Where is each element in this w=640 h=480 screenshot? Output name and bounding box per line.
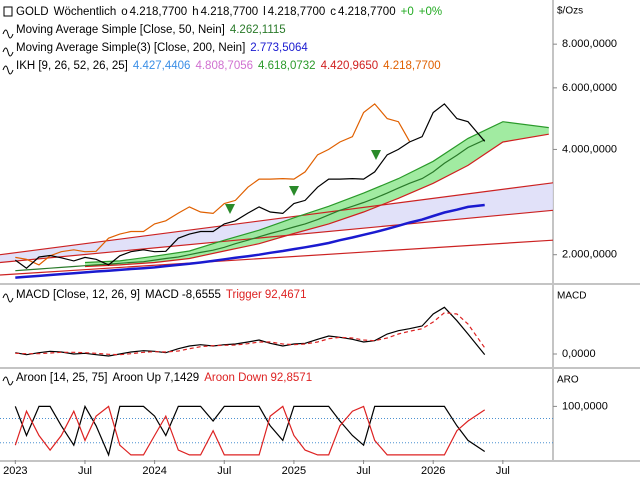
- x-tick-label: Jul: [496, 465, 510, 477]
- legend-value: 92,4671: [264, 289, 307, 301]
- legend-value: 4.618,0732: [258, 60, 316, 72]
- quote-value: 4.218,7700: [267, 6, 326, 18]
- buy-signal: [225, 204, 235, 214]
- legend-line: Aroon [14, 25, 75] Aroon Up 7,1429 Aroon Do…: [16, 371, 317, 385]
- indicator-name: MACD [Close, 12, 26, 9]: [16, 289, 140, 301]
- series-line: [15, 103, 411, 266]
- legend-value: -8,6555: [181, 289, 221, 301]
- axis-title: MACD: [557, 291, 586, 302]
- indicator-icon: [2, 293, 14, 303]
- legend-value: 4.427,4406: [132, 60, 191, 72]
- indicator-name: Aroon [14, 25, 75]: [16, 372, 108, 384]
- series-line: [84, 121, 549, 264]
- y-tick-label: 4.000,0000: [562, 143, 617, 155]
- change-pct: +0%: [418, 6, 443, 18]
- legend-name: IKH [9, 26, 52, 26, 25]: [16, 60, 128, 72]
- legend-value: 92,8571: [270, 372, 313, 384]
- legend-value: 4.808,7056: [195, 60, 254, 72]
- x-tick-label: 2026: [421, 465, 445, 477]
- axis-title: ARO: [557, 375, 579, 386]
- x-tick-label: 2023: [3, 465, 27, 477]
- legend-name: Trigger: [225, 289, 262, 301]
- series-line: [14, 405, 486, 456]
- series-line: [0, 209, 553, 264]
- x-tick-label: Jul: [217, 465, 231, 477]
- quote-label: l: [263, 6, 266, 18]
- interval: Wöchentlich: [53, 6, 117, 18]
- legend-name: Moving Average Simple(3) [Close, 200, Ne…: [16, 42, 246, 54]
- band-fill: [85, 121, 549, 267]
- symbol-icon: [3, 6, 13, 17]
- legend-value: 2.773,5064: [250, 42, 308, 54]
- series-line: [15, 312, 486, 356]
- legend-icons: [2, 6, 14, 386]
- series-line: [84, 133, 549, 268]
- series-line: [15, 203, 485, 279]
- indicator-icon: [2, 376, 14, 386]
- legend-value: 4.262,1115: [229, 24, 286, 36]
- quote-value: 4.218,7700: [338, 6, 396, 18]
- series-line: [0, 182, 553, 256]
- legend-value: 4.218,7700: [383, 60, 441, 72]
- buy-signal: [371, 150, 381, 160]
- series-line: [15, 139, 485, 272]
- legend-line: MACD [Close, 12, 26, 9] MACD -8,6555 Trigge…: [16, 288, 311, 302]
- symbol-name: GOLD: [16, 6, 49, 18]
- x-tick-label: Jul: [357, 465, 371, 477]
- y-tick-label: 100,0000: [562, 400, 608, 412]
- series-line: [14, 103, 486, 269]
- legend-name: Aroon Down: [204, 372, 268, 384]
- series-line: [15, 306, 486, 357]
- legend-line: Moving Average Simple [Close, 50, Nein] 4…: [16, 23, 291, 37]
- x-tick-label: 2024: [142, 465, 166, 477]
- y-tick-label: 2.000,0000: [562, 249, 617, 261]
- quote-value: 4.218,7700: [200, 6, 259, 18]
- signal-markers: [225, 150, 381, 214]
- indicator-icon: [2, 65, 14, 75]
- change: +0: [400, 6, 414, 18]
- legend-value: 7,1429: [164, 372, 200, 384]
- axis-title: $/Ozs: [557, 6, 583, 17]
- quote-value: 4.218,7700: [129, 6, 188, 18]
- legend-line: Moving Average Simple(3) [Close, 200, Ne…: [16, 41, 313, 55]
- series-line: [0, 239, 553, 276]
- y-tick-label: 8.000,0000: [562, 38, 617, 50]
- legend-value: 4.420,9650: [320, 60, 379, 72]
- quote-label: h: [192, 6, 199, 18]
- quote-label: o: [121, 6, 128, 18]
- band-fill: [0, 182, 553, 263]
- buy-signal: [289, 186, 299, 196]
- indicator-icon: [2, 47, 14, 57]
- legend-name: Moving Average Simple [Close, 50, Nein]: [16, 24, 225, 36]
- y-tick-label: 0,0000: [562, 348, 596, 360]
- quote-label: c: [330, 6, 337, 18]
- legend-name: Aroon Up: [112, 372, 162, 384]
- y-tick-label: 6.000,0000: [562, 82, 617, 94]
- legend-line: IKH [9, 26, 52, 26, 25] 4.427,4406 4.808,7…: [16, 59, 446, 73]
- legend-name: MACD: [145, 289, 179, 301]
- series-line: [14, 404, 486, 457]
- legend-line: GOLD Wöchentlich o 4.218,7700 h 4.218,7700 l 4.…: [16, 5, 447, 19]
- x-tick-label: 2025: [282, 465, 306, 477]
- indicator-icon: [2, 29, 14, 39]
- x-tick-label: Jul: [78, 465, 92, 477]
